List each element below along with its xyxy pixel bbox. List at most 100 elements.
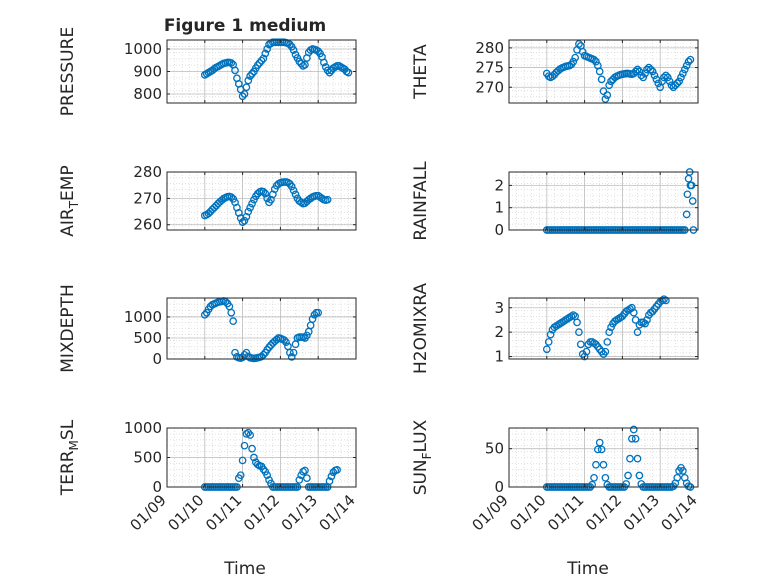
data-point [660,73,668,82]
x-tick-label: 01/09 [127,491,170,534]
data-point [212,201,220,210]
data-point [631,434,640,443]
data-point [236,471,245,480]
data-point [329,468,338,477]
data-point [325,477,334,485]
data-point [227,308,236,317]
data-point [297,59,306,68]
y-tick-label: 1000 [124,40,162,58]
data-point [686,55,695,64]
data-point [206,207,215,216]
data-point [673,79,682,88]
data-point [238,218,247,226]
y-axis-label: MIXDEPTH [58,284,78,373]
data-point [593,445,602,454]
y-axis-label: PRESSURE [58,27,78,116]
data-point [599,460,608,469]
x-tick-label: 01/10 [164,491,207,534]
data-point [285,348,294,357]
data-point [603,91,612,99]
axes-box [508,427,699,488]
data-point [590,55,598,64]
data-point [654,79,663,88]
data-point [227,59,236,67]
y-tick-label: 280 [475,39,504,57]
y-tick-label: 1 [494,348,504,366]
data-point [569,57,578,66]
data-point [631,67,640,76]
y-tick-label: 800 [133,85,162,103]
y-axis-label: H2OMIXRA [411,283,431,374]
data-point [227,193,236,201]
y-tick-label: 0 [152,478,162,496]
data-point [200,310,209,319]
data-point [259,54,268,63]
y-tick-label: 0 [494,221,504,239]
data-point [287,353,296,361]
data-point [210,64,219,73]
data-point [246,431,255,439]
data-point [221,297,230,306]
data-point [285,40,294,49]
y-tick-label: 270 [475,78,504,96]
data-point [576,340,585,349]
data-point [289,186,298,195]
data-point [255,59,264,67]
x-tick-label: 01/14 [658,491,701,534]
y-tick-label: 3 [494,299,504,317]
data-point [601,347,610,356]
axes-box [508,39,699,104]
data-point [229,317,237,325]
data-point [246,203,255,212]
data-point [626,454,634,463]
subplot-5: 0 500 1000 MIXDEPTH [58,284,357,373]
data-point [645,63,653,72]
data-point [238,92,247,101]
data-point [624,471,632,480]
data-point [662,296,670,305]
series-markers [200,178,332,226]
data-point [601,95,610,103]
data-point [310,310,319,319]
data-point [323,195,332,204]
data-point [688,197,697,205]
plot-area [167,172,356,230]
data-point [627,434,636,443]
data-point [684,57,693,66]
xlabel-left: Time [223,559,266,579]
data-point [648,67,657,76]
data-point [641,319,649,328]
data-point [301,466,309,475]
data-point [204,209,213,218]
data-point [263,471,272,480]
data-point [325,68,334,77]
data-point [633,328,642,337]
x-tick-label: 01/11 [544,491,587,534]
y-axis-label: SUNFLUX [411,419,434,495]
data-point [682,61,691,70]
data-point [544,338,553,346]
data-point [595,438,604,447]
data-point [669,83,678,92]
data-point [679,69,687,78]
data-point [633,454,642,463]
data-point [582,347,591,356]
data-point [629,308,638,317]
data-point [261,49,270,58]
data-point [629,425,638,434]
data-point [635,471,644,480]
data-point [680,65,689,74]
data-point [344,68,353,77]
y-tick-label: 1000 [124,308,162,326]
data-point [658,77,666,86]
data-point [542,345,551,354]
x-tick-label: 01/12 [240,491,283,534]
figure-title: Figure 1 medium [164,16,326,36]
y-tick-label: 900 [133,63,162,81]
data-point [605,81,614,90]
data-point [308,315,317,323]
data-point [253,61,262,70]
data-point [673,473,682,482]
data-point [303,331,311,340]
